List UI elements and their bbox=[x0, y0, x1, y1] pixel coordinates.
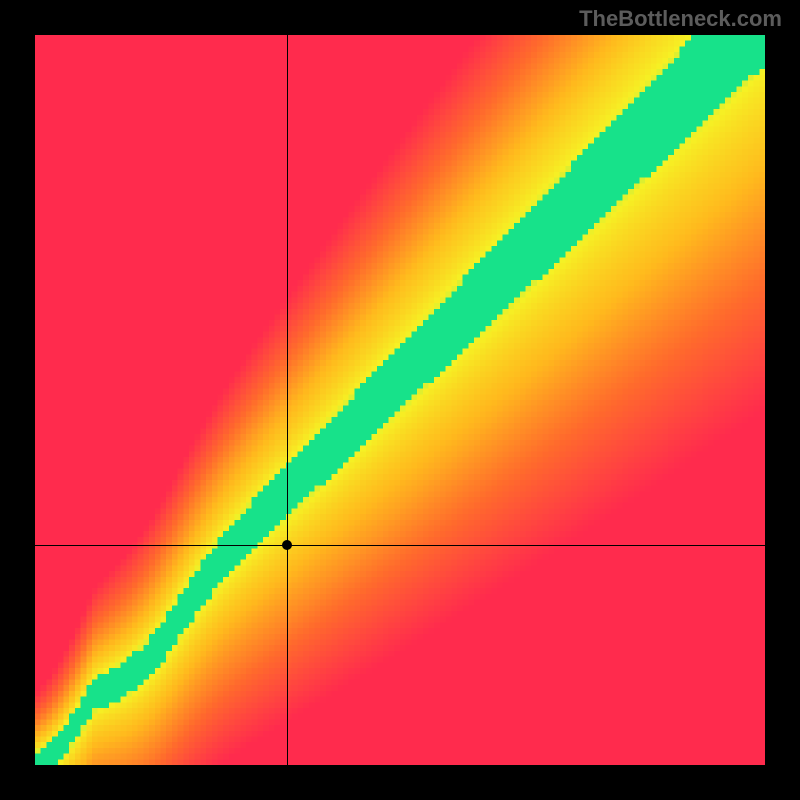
bottleneck-heatmap bbox=[35, 35, 765, 765]
heatmap-canvas bbox=[35, 35, 765, 765]
crosshair-vertical bbox=[287, 35, 288, 765]
watermark-text: TheBottleneck.com bbox=[579, 6, 782, 32]
crosshair-marker bbox=[282, 540, 292, 550]
crosshair-horizontal bbox=[35, 545, 765, 546]
